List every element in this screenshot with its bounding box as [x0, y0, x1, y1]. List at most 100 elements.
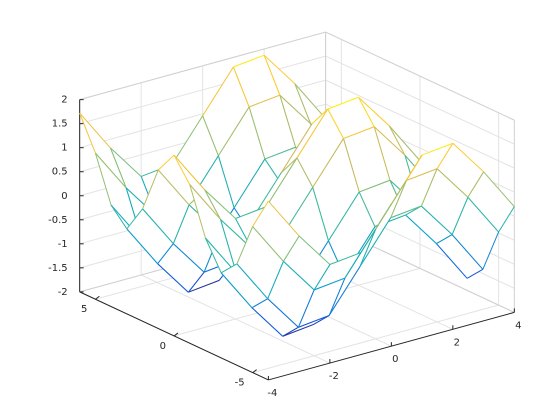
y-tick [95, 295, 100, 300]
mesh-face [249, 95, 296, 160]
mesh-edge [110, 147, 142, 177]
mesh-edge [236, 263, 269, 299]
mesh-edge [142, 169, 159, 209]
mesh-edge [436, 142, 454, 169]
mesh-edge [187, 271, 205, 293]
mesh-edge [279, 94, 311, 125]
z-tick-label: 0 [61, 191, 67, 202]
mesh-face [110, 147, 157, 217]
mesh-edge [343, 126, 375, 140]
grid-line [252, 304, 499, 374]
box-edge [325, 31, 515, 121]
mesh-edge [358, 191, 376, 227]
mesh-edge [327, 96, 359, 110]
mesh-edge [421, 205, 453, 235]
mesh-edge [436, 234, 453, 244]
mesh-edge [405, 154, 423, 181]
mesh-face [283, 235, 330, 290]
mesh-edge [109, 147, 127, 189]
z-tick-label: -1.5 [48, 263, 68, 274]
mesh-edge [79, 112, 96, 154]
mesh-edge [294, 83, 326, 119]
mesh-edge [373, 126, 391, 181]
x-tick-label: 2 [454, 337, 460, 348]
mesh-edge [251, 298, 268, 309]
mesh-edge [451, 234, 484, 270]
mesh-edge [328, 191, 360, 242]
mesh-face [358, 97, 405, 156]
mesh-edge [298, 235, 331, 265]
mesh-edge [327, 108, 344, 139]
mesh-edge [157, 263, 189, 293]
mesh-edge [373, 126, 406, 156]
mesh-edge [467, 171, 485, 198]
mesh-edge [294, 83, 312, 124]
mesh-edge [142, 208, 174, 244]
y-tick-label: 5 [81, 304, 87, 315]
mesh-edge [126, 208, 143, 230]
mesh-face [312, 138, 360, 241]
mesh-face [79, 113, 127, 188]
mesh-edge [359, 217, 392, 267]
mesh-face [437, 143, 484, 198]
mesh-edge [264, 146, 296, 160]
mesh-edge [420, 168, 438, 207]
mesh-edge [157, 169, 190, 206]
mesh-face [452, 197, 499, 270]
mesh-edge [421, 142, 454, 156]
y-axis-line [79, 291, 269, 381]
mesh-face [281, 109, 328, 173]
mesh-edge [390, 205, 422, 219]
mesh-edge [189, 184, 206, 239]
mesh-edge [436, 243, 468, 279]
mesh-face [250, 157, 297, 222]
mesh-face [314, 252, 361, 290]
mesh-face [142, 169, 190, 244]
mesh-face [126, 208, 174, 264]
grid-line [325, 55, 515, 145]
y-tick [173, 332, 179, 337]
mesh-face [297, 109, 344, 188]
mesh-face [406, 143, 453, 181]
mesh-edge [296, 157, 314, 188]
mesh-edge [251, 307, 284, 337]
mesh-face [343, 126, 390, 193]
mesh-edge [344, 252, 362, 279]
mesh-edge [359, 229, 377, 267]
mesh-edge [312, 138, 344, 188]
mesh-edge [388, 125, 406, 156]
mesh-edge [172, 204, 190, 244]
z-tick-label: 0.5 [52, 167, 68, 178]
mesh-face [234, 159, 281, 232]
x-tick-label: -4 [267, 388, 277, 399]
mesh-face [174, 155, 221, 220]
mesh-edge [267, 298, 299, 328]
mesh-edge [483, 171, 515, 207]
mesh-edge [466, 268, 484, 279]
grid-line [79, 55, 326, 125]
mesh-edge [388, 125, 421, 162]
mesh-edge [233, 158, 266, 209]
mesh-edge [232, 66, 250, 108]
mesh-edge [279, 95, 297, 148]
grid-line [325, 79, 515, 169]
mesh-edge [267, 261, 284, 299]
box-edge [79, 31, 326, 101]
mesh-edge [359, 179, 391, 193]
mesh-edge [312, 187, 329, 242]
mesh-edge [220, 219, 237, 274]
mesh-edge [390, 180, 407, 218]
mesh-edge [406, 168, 438, 181]
mesh-edge [172, 243, 205, 273]
mesh-face [329, 229, 376, 316]
mesh-face [236, 226, 284, 299]
mesh-edge [263, 55, 281, 96]
mesh-edge [451, 196, 469, 235]
z-tick-label: 2 [61, 95, 67, 106]
mesh-edge [296, 108, 329, 159]
mesh-edge [282, 323, 314, 337]
x-tick-label: -2 [329, 371, 339, 382]
mesh-edge [173, 154, 191, 185]
z-tick-label: -1 [58, 239, 68, 250]
mesh-edge [311, 108, 329, 125]
